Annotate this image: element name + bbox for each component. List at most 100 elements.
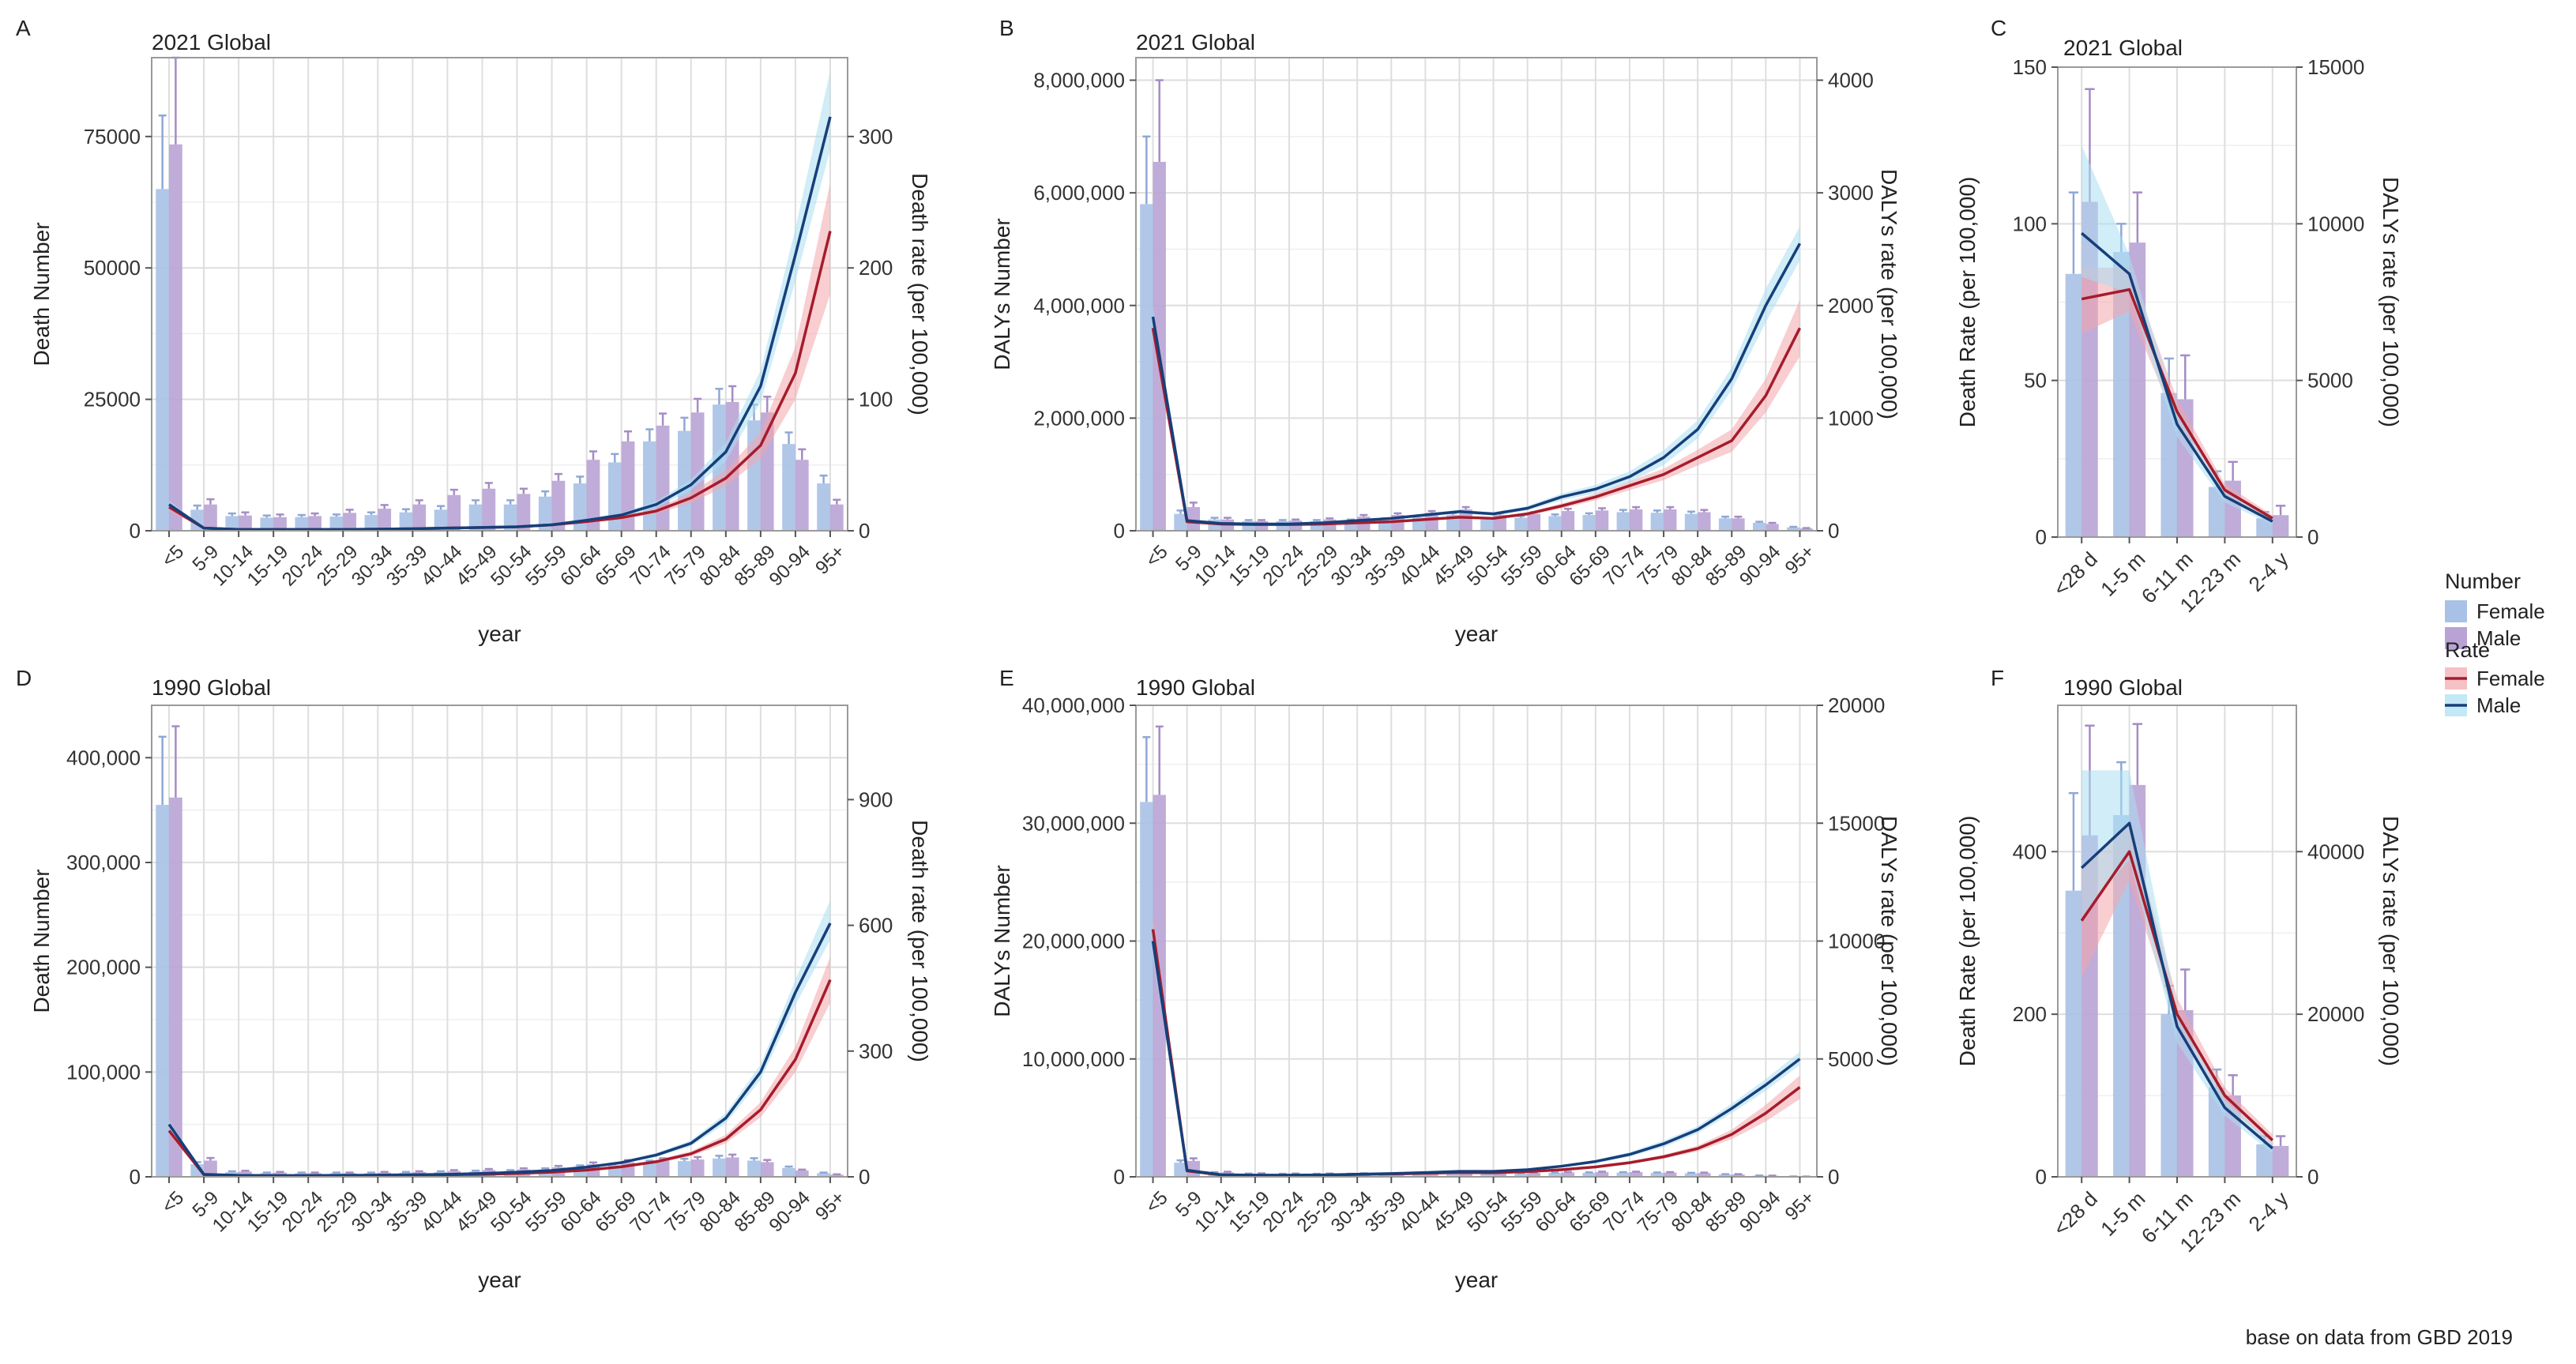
bar-female (817, 483, 830, 531)
panel-label: D (16, 666, 32, 690)
bar-female (156, 189, 170, 531)
y2-tick-label: 100 (859, 388, 893, 411)
plot-area (152, 705, 848, 1177)
y2-tick-label: 200 (859, 256, 893, 280)
bar-male (517, 494, 531, 531)
line-male (168, 116, 832, 532)
bar-male (1766, 524, 1779, 531)
bar-female (1582, 1172, 1596, 1177)
bar-female (329, 517, 344, 531)
y2-tick-label: 40000 (2307, 840, 2364, 863)
y-axis-title: DALYs Number (990, 218, 1014, 370)
bar-male (621, 441, 635, 531)
legend-label: Female (2476, 599, 2545, 623)
y2-tick-label: 0 (859, 519, 870, 543)
y-tick-label: 200,000 (66, 956, 141, 979)
bar-male (829, 504, 844, 531)
bar-male (412, 504, 427, 531)
y2-tick-label: 2000 (1828, 294, 1874, 318)
x-axis-title: year (1455, 622, 1498, 646)
y2-axis-title: DALYs rate (per 100,000) (1877, 816, 1901, 1066)
bar-female (1616, 512, 1630, 531)
y-tick-label: 20,000,000 (1022, 930, 1125, 953)
panel-label: B (999, 16, 1014, 40)
panel-label: A (16, 16, 31, 40)
bar-female (1718, 1174, 1732, 1177)
panel-title: 2021 Global (2063, 36, 2183, 60)
y-tick-label: 400 (2013, 840, 2047, 863)
y-tick-label: 50000 (84, 256, 141, 280)
bar-female (2256, 1144, 2273, 1177)
bar-male (760, 1162, 774, 1177)
bar-female (1616, 1172, 1630, 1177)
bar-female (1174, 513, 1187, 531)
bar-male (343, 513, 357, 531)
bar-male (1664, 1172, 1677, 1177)
bar-female (2256, 518, 2273, 537)
line-female (2081, 287, 2273, 520)
bar-female (260, 517, 274, 531)
line-male (167, 922, 832, 1178)
bar-female (2113, 814, 2130, 1177)
bar-male (2272, 1145, 2289, 1177)
y-tick-label: 2,000,000 (1033, 406, 1125, 430)
y2-tick-label: 5000 (2307, 369, 2353, 393)
x-tick-label: 2-4 y (2244, 1187, 2293, 1236)
bar-male (204, 1160, 217, 1177)
x-axis-title: year (1455, 1268, 1498, 1292)
ribbon-male (2081, 770, 2273, 1154)
line-male (2081, 821, 2273, 1150)
y-axis-title: Death Rate (per 100,000) (1955, 177, 1980, 428)
x-tick-label: <5 (1141, 541, 1171, 571)
x-tick-label: <28 d (2048, 547, 2102, 601)
bar-male (273, 517, 287, 531)
bar-male (586, 460, 600, 531)
y-axis-title: Death Number (29, 222, 54, 366)
panel-label: C (1991, 16, 2006, 40)
y2-axis-title: Death rate (per 100,000) (908, 820, 932, 1062)
y2-tick-label: 5000 (1828, 1047, 1874, 1071)
panel-border (151, 57, 848, 532)
bar-male (1799, 528, 1813, 531)
y2-tick-label: 0 (1828, 519, 1839, 543)
bar-male (690, 1159, 705, 1177)
legend-key-bar (2445, 627, 2467, 649)
bar-male (1732, 1174, 1745, 1177)
bar-male (482, 488, 496, 531)
panel-B: 0 2,000,000 4,000,000 6,000,000 8,000,000 0 10… (990, 16, 1901, 646)
bar-male (1425, 513, 1438, 531)
gridlines (152, 705, 848, 1178)
y2-tick-label: 0 (1828, 1165, 1839, 1189)
bar-female (1582, 515, 1596, 531)
bar-female (1140, 204, 1153, 531)
bar-male (308, 516, 322, 531)
ribbon-female (2081, 267, 2273, 522)
bar-female (225, 516, 239, 531)
y-tick-label: 4,000,000 (1033, 294, 1125, 318)
x-tick-label: <5 (158, 1187, 188, 1217)
legend-label: Male (2476, 626, 2521, 650)
bar-female (1684, 513, 1698, 531)
y-tick-label: 6,000,000 (1033, 181, 1125, 205)
bar-female (573, 483, 587, 531)
y2-axis-title: DALYs rate (per 100,000) (2379, 177, 2403, 427)
bar-male (1629, 509, 1643, 531)
bar-female (1480, 1174, 1494, 1177)
bar-female (747, 1160, 761, 1177)
bar-female (2113, 252, 2130, 537)
bar-female (1412, 1174, 1426, 1177)
y-tick-label: 10,000,000 (1022, 1047, 1125, 1071)
y2-tick-label: 300 (859, 125, 893, 148)
y-tick-label: 8,000,000 (1033, 69, 1125, 92)
bar-female (434, 509, 448, 531)
y-tick-label: 0 (1114, 1165, 1125, 1189)
bar-male (1629, 1172, 1643, 1177)
y-tick-label: 100 (2013, 212, 2047, 235)
bar-female (713, 404, 726, 531)
bar-female (1548, 1173, 1562, 1177)
legend-title-rate: Rate (2445, 638, 2490, 662)
bar-female (1718, 518, 1732, 531)
y-tick-label: 0 (2036, 525, 2047, 549)
y-tick-label: 300,000 (66, 851, 141, 874)
